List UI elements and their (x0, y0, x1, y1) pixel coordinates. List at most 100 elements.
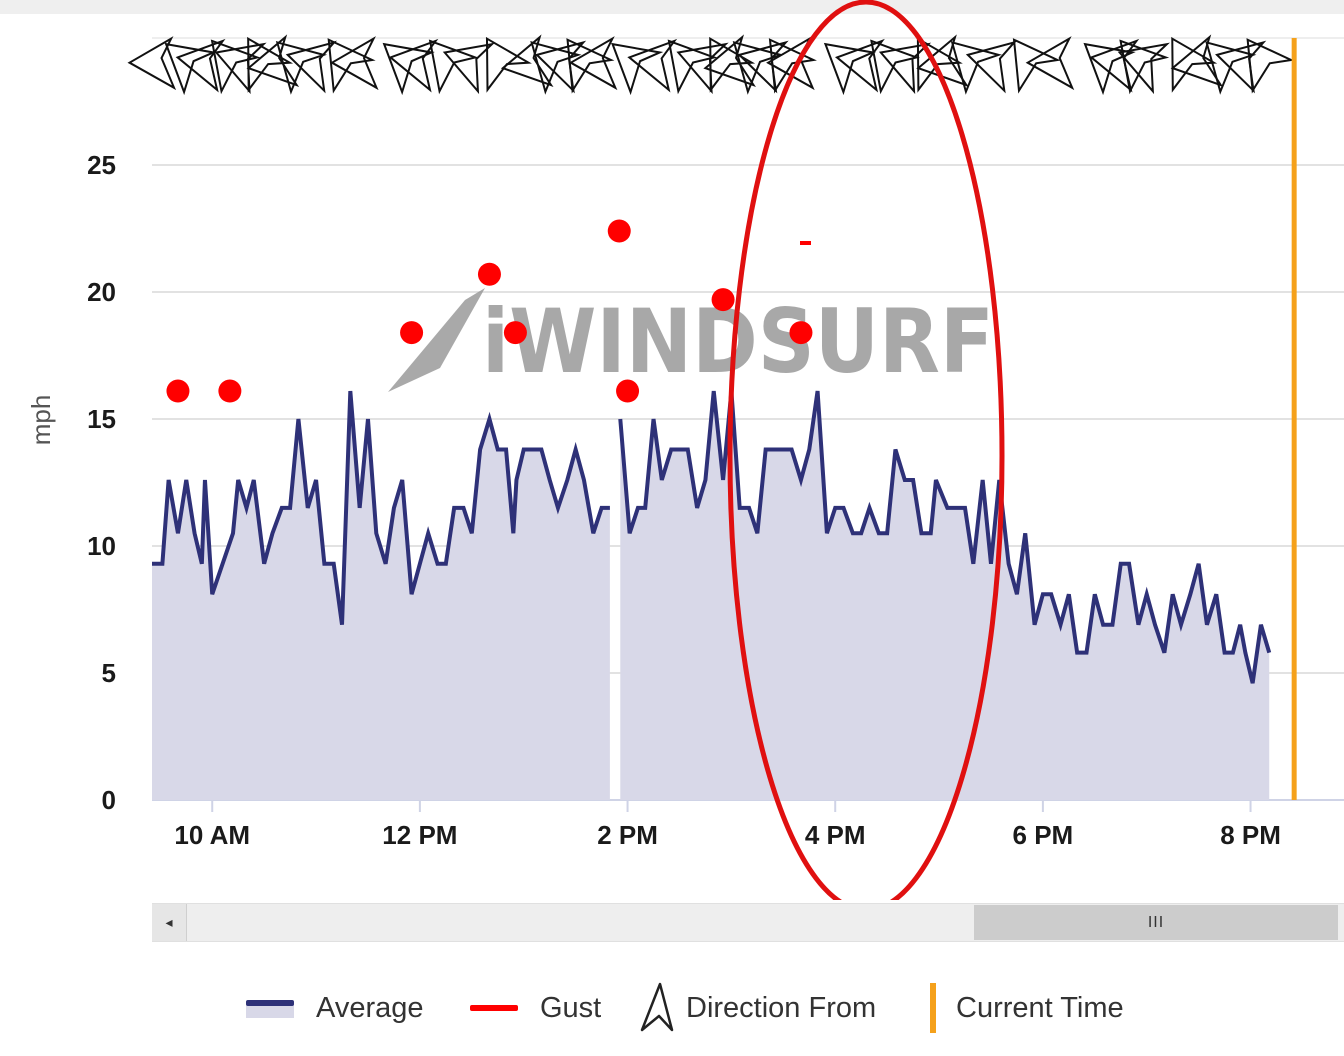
gust-point-3 (477, 262, 501, 286)
direction-arrow-icon (732, 41, 784, 95)
direction-arrow-6 (246, 34, 300, 88)
direction-arrow-14 (442, 42, 496, 95)
x-axis-ticks: 10 AM 12 PM 2 PM 4 PM 6 PM 8 PM (174, 800, 1281, 850)
direction-arrow-icon (834, 38, 885, 93)
direction-arrow-27 (732, 41, 784, 95)
x-tick-label-4: 6 PM (1013, 820, 1074, 850)
gust-points (166, 219, 813, 403)
direction-arrow-icon (442, 42, 496, 95)
direction-arrow-icon (1119, 39, 1170, 95)
x-tick-label-1: 12 PM (382, 820, 457, 850)
direction-arrow-3 (210, 39, 261, 95)
scroll-left-button[interactable]: ◂ (152, 904, 187, 941)
x-tick-label-5: 8 PM (1220, 820, 1281, 850)
direction-arrow-22 (627, 38, 678, 93)
gust-point-1 (218, 379, 242, 403)
direction-arrow-icon (916, 34, 969, 88)
direction-arrow-44 (1117, 42, 1170, 95)
direction-arrow-icon (766, 36, 815, 91)
direction-arrow-7 (275, 41, 328, 95)
direction-arrow-icon (1246, 38, 1295, 94)
legend-label-average: Average (316, 991, 424, 1024)
direction-arrow-icon (1117, 42, 1170, 95)
direction-arrow-icon (275, 41, 328, 95)
gust-point-6 (616, 379, 640, 403)
average-line-segment-0 (152, 390, 610, 626)
scroll-thumb-grip-icon: III (1147, 913, 1165, 931)
average-swatch-icon (246, 998, 294, 1018)
direction-arrow-icon (500, 34, 554, 88)
legend: Average Gust Direction From Current Time (0, 980, 1344, 1036)
current-time-swatch-icon (930, 983, 936, 1033)
scroll-thumb[interactable]: III (974, 905, 1338, 940)
direction-arrow-icon (703, 34, 756, 88)
y-tick-label-10: 10 (87, 531, 116, 561)
direction-arrow-icon (1083, 42, 1136, 96)
direction-arrow-icon (210, 39, 261, 95)
direction-arrow-35 (916, 36, 963, 93)
gust-point-2 (400, 321, 424, 345)
direction-arrow-10 (329, 36, 379, 91)
direction-arrow-icon (1025, 36, 1075, 91)
direction-arrow-16 (500, 34, 554, 88)
direction-arrow-icon (823, 42, 877, 96)
direction-arrow-icon (950, 41, 1003, 95)
y-axis-ticks: 0 5 10 15 20 25 (87, 150, 116, 815)
legend-label-current-time: Current Time (956, 991, 1124, 1024)
direction-arrow-icon (530, 41, 582, 95)
highlight-ellipse-annotation (727, 0, 1005, 900)
direction-arrow-8 (285, 40, 337, 94)
direction-arrow-icon (1205, 41, 1257, 95)
gust-point-7 (711, 288, 735, 312)
direction-arrow-icon (878, 42, 932, 95)
direction-arrow-icon (870, 39, 920, 95)
direction-arrow-icon (175, 38, 226, 93)
average-area-segment-0 (152, 391, 610, 800)
direction-arrow-19 (566, 38, 615, 94)
direction-arrow-34 (878, 42, 932, 95)
direction-arrow-12 (388, 38, 439, 93)
x-tick-label-3: 4 PM (805, 820, 866, 850)
direction-arrow-icon (246, 34, 300, 88)
direction-arrow-icon (768, 38, 817, 94)
gust-point-8 (789, 321, 813, 345)
direction-arrow-32 (834, 38, 885, 93)
legend-item-current-time[interactable]: Current Time (930, 980, 1124, 1036)
direction-arrow-46 (1170, 34, 1224, 88)
direction-arrow-icon (916, 36, 963, 93)
x-tick-label-2: 2 PM (597, 820, 658, 850)
direction-arrow-icon (1170, 34, 1224, 88)
highlight-ellipse (727, 0, 1005, 900)
direction-arrow-41 (1083, 42, 1136, 96)
average-area-segment-1 (620, 391, 1270, 800)
direction-arrow-9 (327, 38, 376, 94)
direction-arrow-icon (329, 36, 379, 91)
legend-item-direction[interactable]: Direction From (638, 980, 876, 1036)
direction-arrow-23 (667, 39, 718, 95)
direction-arrow-21 (611, 42, 664, 96)
wind-chart: iWINDSURF 0 5 10 15 20 25 10 AM 12 PM 2 PM 4 PM 6… (26, 0, 1344, 900)
y-tick-label-5: 5 (102, 658, 116, 688)
legend-label-gust: Gust (540, 991, 602, 1024)
direction-arrow-49 (1246, 38, 1295, 94)
direction-arrow-0 (127, 36, 177, 91)
x-tick-label-0: 10 AM (174, 820, 250, 850)
direction-arrow-icon (247, 36, 294, 93)
legend-item-gust[interactable]: Gust (470, 980, 601, 1036)
y-axis-title: mph (26, 395, 56, 446)
top-bar (0, 0, 1344, 14)
y-tick-label-15: 15 (87, 404, 116, 434)
direction-arrow-icon (1171, 36, 1218, 93)
direction-arrow-40 (1025, 36, 1075, 91)
legend-item-average[interactable]: Average (246, 980, 424, 1036)
direction-arrow-37 (950, 41, 1003, 95)
direction-arrow-icon (388, 38, 439, 93)
direction-arrow-icon (667, 39, 718, 95)
y-tick-label-25: 25 (87, 150, 116, 180)
direction-arrow-2 (175, 38, 226, 93)
gust-point-5 (607, 219, 631, 243)
direction-arrow-43 (1119, 39, 1170, 95)
direction-arrow-icon (568, 36, 618, 91)
chart-scrollbar[interactable]: ◂ III (152, 903, 1344, 942)
direction-arrow-38 (965, 40, 1018, 94)
